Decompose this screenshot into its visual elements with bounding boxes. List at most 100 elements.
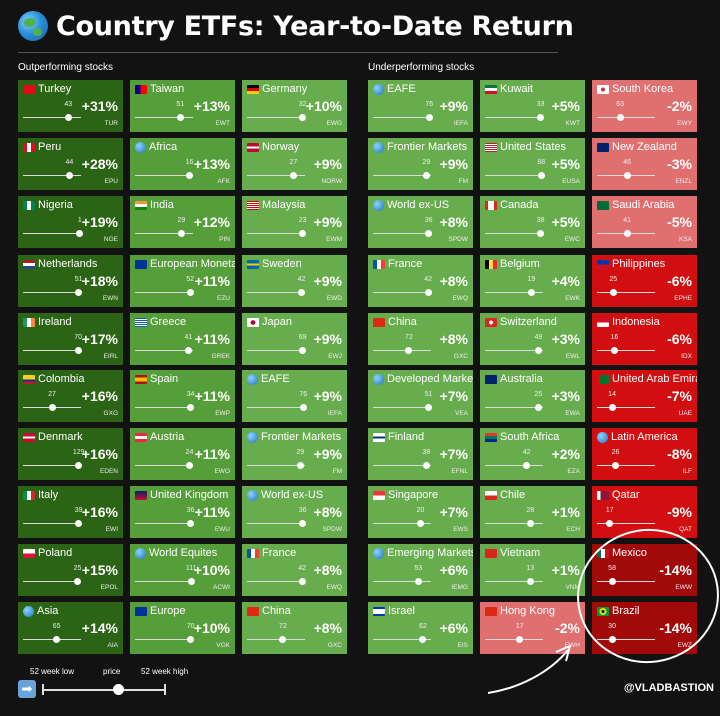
etf-tile-nge[interactable]: Nigeria 1 +19% NGE <box>18 196 123 248</box>
etf-tile-ewi[interactable]: Italy 39 +16% EWI <box>18 486 123 538</box>
etf-tile-ech[interactable]: Chile 28 +1% ECH <box>480 486 585 538</box>
price-knob <box>612 462 620 469</box>
etf-tile-eusa[interactable]: United States 88 +5% EUSA <box>480 138 585 190</box>
etf-tile-ewz[interactable]: Brazil 30 -14% EWZ <box>592 602 697 654</box>
ticker-symbol: AIA <box>107 642 118 649</box>
ytd-return: +9% <box>313 446 342 462</box>
ticker-symbol: EPOL <box>100 584 118 591</box>
etf-tile-acwi[interactable]: World Equites 111 +10% ACWI <box>130 544 235 596</box>
ytd-return: +11% <box>194 504 230 520</box>
ytd-return: -8% <box>667 446 692 462</box>
etf-tile-ewy[interactable]: South Korea 63 -2% EWY <box>592 80 697 132</box>
etf-country-name: South Korea <box>597 83 673 95</box>
price-range-track <box>247 350 305 351</box>
etf-tile-ewh[interactable]: Hong Kong 17 -2% EWH <box>480 602 585 654</box>
price-range-track <box>23 350 81 351</box>
etf-tile-vgk[interactable]: Europe 70 +10% VGK <box>130 602 235 654</box>
etf-tile-ksa[interactable]: Saudi Arabia 41 -5% KSA <box>592 196 697 248</box>
etf-tile-ewq[interactable]: France 42 +8% EWQ <box>368 255 473 307</box>
etf-tile-ezu[interactable]: European Monetary 52+11% EZU <box>130 255 235 307</box>
ticker-symbol: IEFA <box>327 410 342 417</box>
price-range-track <box>135 175 193 176</box>
holdings-count: 69 <box>298 334 307 341</box>
etf-tile-norw[interactable]: Norway 27 +9% NORW <box>242 138 347 190</box>
flag-no-icon <box>247 142 259 152</box>
etf-tile-iefa[interactable]: EAFE 76 +9% IEFA <box>368 80 473 132</box>
etf-tile-iefa[interactable]: EAFE 76 +9% IEFA <box>242 370 347 422</box>
etf-tile-eza[interactable]: South Africa 42 +2% EZA <box>480 428 585 480</box>
etf-tile-vnm[interactable]: Vietnam 13 +1% VNM <box>480 544 585 596</box>
etf-tile-ewc[interactable]: Canada 38 +5% EWC <box>480 196 585 248</box>
price-knob <box>74 347 82 354</box>
etf-tile-tur[interactable]: Turkey 43 +31% TUR <box>18 80 123 132</box>
ytd-return: +8% <box>439 331 468 347</box>
price-range-track <box>485 581 543 582</box>
price-knob <box>299 114 307 121</box>
etf-tile-gxc[interactable]: China 72 +8% GXC <box>368 313 473 365</box>
flag-fr-icon <box>373 259 385 269</box>
etf-tile-grek[interactable]: Greece 41 +11% GREK <box>130 313 235 365</box>
flag-ae-icon <box>597 374 609 384</box>
etf-tile-iemg[interactable]: Emerging Markets 53 +6% IEMG <box>368 544 473 596</box>
etf-tile-ewk[interactable]: Belgium 19 +4% EWK <box>480 255 585 307</box>
etf-tile-ewg[interactable]: Germany 32 +10% EWG <box>242 80 347 132</box>
ticker-symbol: EWD <box>326 295 342 302</box>
price-knob <box>537 172 545 179</box>
country-label: Singapore <box>388 489 439 501</box>
price-knob <box>289 172 297 179</box>
etf-tile-eis[interactable]: Israel 62 +6% EIS <box>368 602 473 654</box>
price-knob <box>299 230 307 237</box>
etf-country-name: EAFE <box>247 373 290 385</box>
etf-tile-pin[interactable]: India 29 +12% PIN <box>130 196 235 248</box>
etf-tile-ewq[interactable]: France 42 +8% EWQ <box>242 544 347 596</box>
etf-tile-vea[interactable]: Developed Markets 51 +7% VEA <box>368 370 473 422</box>
etf-tile-ewn[interactable]: Netherlands 51 +18% EWN <box>18 255 123 307</box>
etf-tile-ewu[interactable]: United Kingdom 36 +11% EWU <box>130 486 235 538</box>
etf-tile-spdw[interactable]: World ex-US 36 +8% SPDW <box>242 486 347 538</box>
ticker-symbol: EWG <box>326 120 342 127</box>
etf-tile-ewo[interactable]: Austria 24 +11% EWO <box>130 428 235 480</box>
etf-tile-ilf[interactable]: Latin America 26 -8% ILF <box>592 428 697 480</box>
legend-low-label: 52 week low <box>30 667 75 676</box>
etf-tile-ewd[interactable]: Sweden 42 +9% EWD <box>242 255 347 307</box>
etf-tile-ewp[interactable]: Spain 34 +11% EWP <box>130 370 235 422</box>
etf-tile-gxg[interactable]: Colombia 27 +16% GXG <box>18 370 123 422</box>
etf-tile-afk[interactable]: Africa 16 +13% AFK <box>130 138 235 190</box>
etf-tile-ewj[interactable]: Japan 69 +9% EWJ <box>242 313 347 365</box>
etf-tile-ewl[interactable]: Switzerland 49 +3% EWL <box>480 313 585 365</box>
etf-tile-ewt[interactable]: Taiwan 51 +13% EWT <box>130 80 235 132</box>
etf-tile-epol[interactable]: Poland 25 +15% EPOL <box>18 544 123 596</box>
etf-tile-fm[interactable]: Frontier Markets 29 +9% FM <box>242 428 347 480</box>
ticker-symbol: EWA <box>565 410 580 417</box>
price-knob <box>187 520 195 527</box>
price-knob <box>75 289 83 296</box>
legend-low-tick <box>42 684 44 695</box>
etf-tile-ephe[interactable]: Philippines 25 -6% EPHE <box>592 255 697 307</box>
etf-tile-eww[interactable]: Mexico 58 -14% EWW <box>592 544 697 596</box>
etf-tile-spdw[interactable]: World ex-US 36 +8% SPDW <box>368 196 473 248</box>
flag-in-icon <box>135 200 147 210</box>
etf-tile-ewm[interactable]: Malaysia 23 +9% EWM <box>242 196 347 248</box>
etf-country-name: United States <box>485 141 566 153</box>
etf-tile-uae[interactable]: United Arab Emirates 14 -7% UAE <box>592 370 697 422</box>
arrow-right-icon[interactable]: ➡ <box>18 680 36 698</box>
etf-tile-idx[interactable]: Indonesia 16 -6% IDX <box>592 313 697 365</box>
etf-tile-eirl[interactable]: Ireland 70 +17% EIRL <box>18 313 123 365</box>
etf-tile-enzl[interactable]: New Zealand 46 -3% ENZL <box>592 138 697 190</box>
etf-tile-epu[interactable]: Peru 44 +28% EPU <box>18 138 123 190</box>
ticker-symbol: EWU <box>214 526 230 533</box>
holdings-count: 17 <box>605 507 614 514</box>
price-knob <box>534 404 542 411</box>
etf-tile-gxc[interactable]: China 72 +8% GXC <box>242 602 347 654</box>
etf-tile-kwt[interactable]: Kuwait 33 +5% KWT <box>480 80 585 132</box>
etf-tile-ews[interactable]: Singapore 20 +7% EWS <box>368 486 473 538</box>
country-label: World Equites <box>149 547 218 559</box>
etf-tile-efnl[interactable]: Finland 38 +7% EFNL <box>368 428 473 480</box>
ticker-symbol: ECH <box>566 526 580 533</box>
etf-tile-ewa[interactable]: Australia 25 +3% EWA <box>480 370 585 422</box>
country-label: Norway <box>262 141 300 153</box>
price-knob <box>527 289 535 296</box>
etf-tile-eden[interactable]: Denmark 129 +16% EDEN <box>18 428 123 480</box>
etf-tile-fm[interactable]: Frontier Markets 29 +9% FM <box>368 138 473 190</box>
etf-tile-aia[interactable]: Asia 65 +14% AIA <box>18 602 123 654</box>
